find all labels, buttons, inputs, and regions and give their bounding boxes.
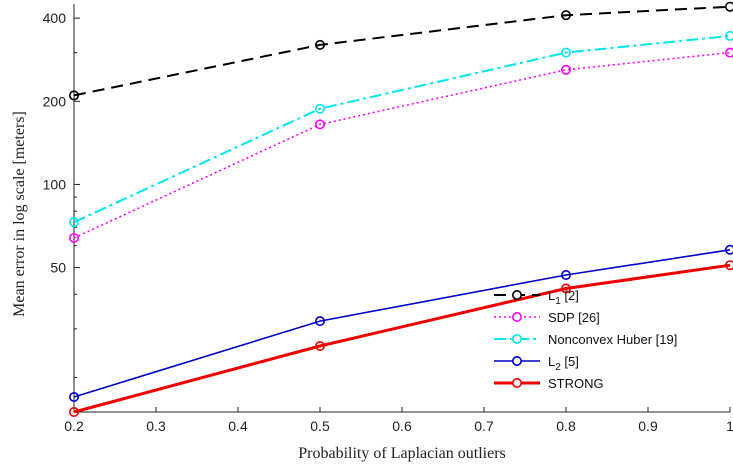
series-2 xyxy=(69,30,733,228)
data-point xyxy=(314,39,325,50)
data-point xyxy=(314,316,325,327)
data-point xyxy=(725,47,733,58)
series-line xyxy=(73,51,731,239)
series-line xyxy=(73,5,731,97)
data-point xyxy=(560,47,571,58)
data-point xyxy=(314,119,325,130)
legend-item: L2 [5] xyxy=(494,354,579,373)
legend-swatch-marker xyxy=(511,377,522,388)
legend-item: L1 [2] xyxy=(494,288,579,307)
series-1 xyxy=(69,47,733,243)
y-axis-label: Mean error in log scale [meters] xyxy=(11,111,28,317)
legend-label: SDP [26] xyxy=(548,310,600,325)
y-tick-label: 100 xyxy=(43,176,67,192)
y-tick-label: 50 xyxy=(50,260,66,276)
plot-area xyxy=(73,4,730,413)
data-point xyxy=(725,30,733,41)
data-point xyxy=(560,10,571,21)
series-line xyxy=(73,263,731,414)
legend-item: STRONG xyxy=(494,376,604,391)
x-tick-label: 0.2 xyxy=(64,418,84,434)
x-tick-label: 0.5 xyxy=(310,418,330,434)
data-point xyxy=(69,90,80,101)
legend-item: Nonconvex Huber [19] xyxy=(494,332,677,347)
legend-swatch-marker xyxy=(511,311,522,322)
y-tick-label: 400 xyxy=(43,10,67,26)
series-3 xyxy=(69,244,733,402)
legend-swatch-marker xyxy=(511,289,522,300)
x-tick-label: 0.9 xyxy=(638,418,658,434)
x-tick-label: 0.6 xyxy=(392,418,412,434)
legend-label: STRONG xyxy=(548,376,604,391)
x-tick-label: 0.8 xyxy=(556,418,576,434)
x-tick-label: 0.7 xyxy=(474,418,494,434)
y-axis: 50 100 200 400 xyxy=(43,10,80,378)
data-point xyxy=(69,391,80,402)
series-line xyxy=(73,34,731,224)
series-4 xyxy=(69,260,733,417)
data-point xyxy=(69,217,80,228)
legend-label: L1 [2] xyxy=(548,288,579,307)
legend-swatch-marker xyxy=(511,355,522,366)
data-point xyxy=(560,269,571,280)
x-tick-label: 1 xyxy=(726,418,733,434)
data-point xyxy=(725,260,733,271)
legend-label: Nonconvex Huber [19] xyxy=(548,332,677,347)
data-point xyxy=(314,103,325,114)
data-point xyxy=(69,232,80,243)
x-tick-label: 0.4 xyxy=(228,418,248,434)
x-axis: 0.2 0.3 0.4 0.5 0.6 0.7 0.8 0.9 1 xyxy=(64,407,733,434)
legend-label: L2 [5] xyxy=(548,354,579,373)
data-point xyxy=(69,406,80,417)
series-0 xyxy=(69,1,733,101)
y-tick-label: 200 xyxy=(43,93,67,109)
data-point xyxy=(560,283,571,294)
data-point xyxy=(725,1,733,12)
data-point xyxy=(314,341,325,352)
x-tick-label: 0.3 xyxy=(146,418,166,434)
data-point xyxy=(725,244,733,255)
legend-swatch-marker xyxy=(511,333,522,344)
x-axis-label: Probability of Laplacian outliers xyxy=(298,445,506,462)
legend: L1 [2] SDP [26] Nonconvex Huber [19] L2 [5]… xyxy=(494,288,677,391)
series-layer xyxy=(69,1,733,417)
series-line xyxy=(73,249,731,398)
data-point xyxy=(560,64,571,75)
legend-item: SDP [26] xyxy=(494,310,600,325)
